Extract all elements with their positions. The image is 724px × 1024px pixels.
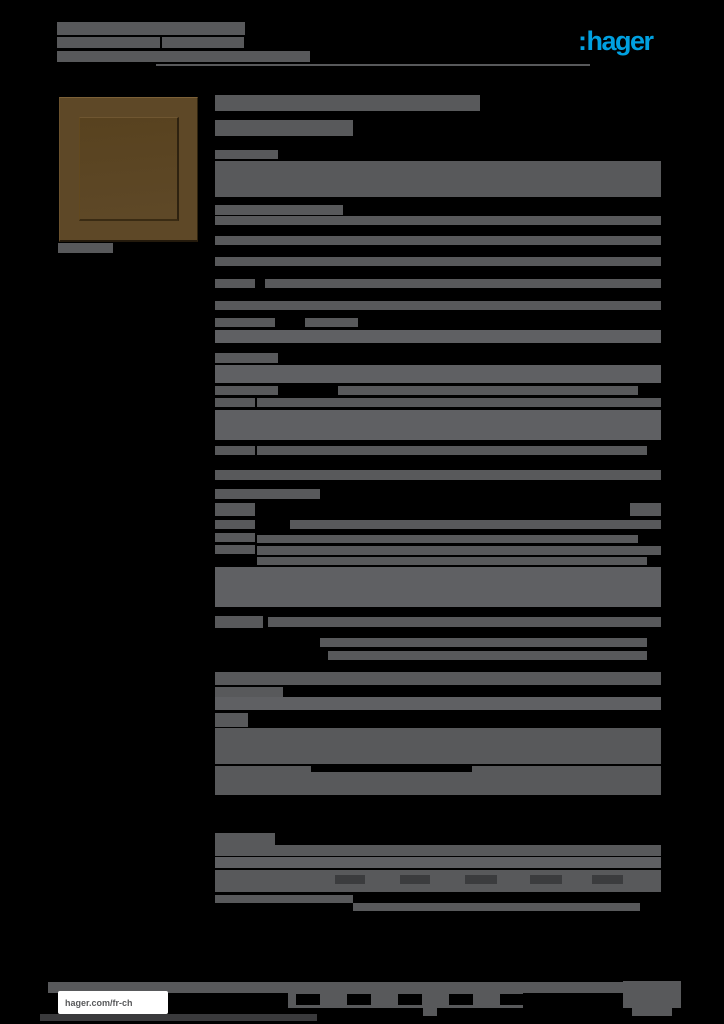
redacted-text-bar [530, 875, 562, 884]
redacted-text-bar [268, 617, 661, 627]
redacted-text-bar [215, 533, 255, 542]
redacted-text-bar [472, 766, 661, 772]
redacted-text-bar [215, 728, 661, 764]
redacted-text-bar [215, 398, 255, 407]
redacted-text-bar [215, 545, 255, 554]
hager-logo-text: hager [586, 26, 655, 56]
description-block [215, 161, 661, 197]
section-header-bar [215, 205, 343, 215]
youtube-icon[interactable] [398, 994, 422, 1005]
redacted-text-bar [305, 236, 661, 245]
redacted-text-bar [215, 386, 278, 395]
redacted-text-bar [290, 520, 661, 529]
redacted-text-bar [215, 857, 661, 868]
redacted-text-bar [215, 766, 311, 772]
header-line-bar [57, 51, 310, 62]
redacted-text-bar [215, 772, 661, 795]
redacted-text-bar [215, 895, 353, 903]
redacted-text-bar [338, 386, 638, 395]
redacted-text-bar [215, 236, 305, 245]
redacted-text-bar [215, 301, 661, 310]
redacted-text-bar [257, 446, 647, 455]
redacted-text-bar [320, 638, 647, 647]
hager-logo: :hager [578, 24, 673, 58]
facebook-icon[interactable] [296, 994, 320, 1005]
redacted-text-bar [215, 567, 661, 607]
footer-link-text: hager.com/fr-ch [65, 997, 133, 1008]
redacted-text-bar [215, 330, 661, 343]
redacted-text-bar [215, 318, 275, 327]
twitter-icon[interactable] [347, 994, 371, 1005]
redacted-text-bar [257, 535, 638, 543]
header-title-bar [57, 22, 245, 35]
redacted-text-bar [335, 875, 365, 884]
redacted-text-bar [215, 365, 661, 383]
footer-logo-block [632, 1008, 672, 1016]
redacted-text-bar [400, 875, 430, 884]
linkedin-icon[interactable] [449, 994, 473, 1005]
redacted-text-bar [215, 216, 661, 225]
footer-social-icons [288, 991, 524, 1008]
redacted-text-bar [465, 875, 497, 884]
section-header-bar [215, 833, 275, 845]
redacted-text-bar [305, 318, 358, 327]
footer-logo-block [623, 981, 681, 1008]
section-header-bar [215, 616, 263, 628]
redacted-text-bar [215, 520, 255, 529]
redacted-text-bar [215, 845, 661, 856]
redacted-text-bar [215, 687, 283, 697]
header-line-bar [162, 37, 244, 48]
redacted-text-bar [215, 279, 255, 288]
redacted-text-bar [630, 503, 661, 516]
reference-bar [215, 150, 278, 159]
redacted-text-bar [215, 470, 661, 480]
footer-link[interactable]: hager.com/fr-ch [58, 991, 168, 1014]
redacted-text-bar [328, 651, 647, 660]
product-title-bar [215, 95, 480, 111]
product-image [59, 97, 198, 242]
section-header-bar [215, 353, 278, 363]
redacted-text-bar [257, 398, 661, 407]
redacted-text-bar [257, 546, 661, 555]
redacted-text-bar [215, 410, 661, 440]
switch-rocker [79, 117, 179, 221]
hager-logo-colon: : [578, 26, 587, 56]
footer-strip [423, 1008, 437, 1016]
image-caption-bar [58, 243, 113, 253]
redacted-text-bar [592, 875, 623, 884]
redacted-text-bar [215, 713, 248, 727]
header-rule [156, 64, 590, 66]
redacted-text-bar [215, 672, 661, 685]
redacted-text-bar [215, 446, 255, 455]
section-header-bar [215, 489, 320, 499]
instagram-icon[interactable] [500, 994, 524, 1005]
redacted-text-bar [215, 870, 661, 892]
product-title-bar [215, 120, 353, 136]
redacted-text-bar [257, 557, 647, 565]
redacted-text-bar [353, 903, 640, 911]
footer-dark-strip [40, 1014, 317, 1021]
redacted-text-bar [215, 697, 661, 710]
redacted-text-bar [215, 257, 661, 266]
redacted-text-bar [215, 503, 255, 516]
redacted-text-bar [265, 279, 661, 288]
header-line-bar [57, 37, 160, 48]
